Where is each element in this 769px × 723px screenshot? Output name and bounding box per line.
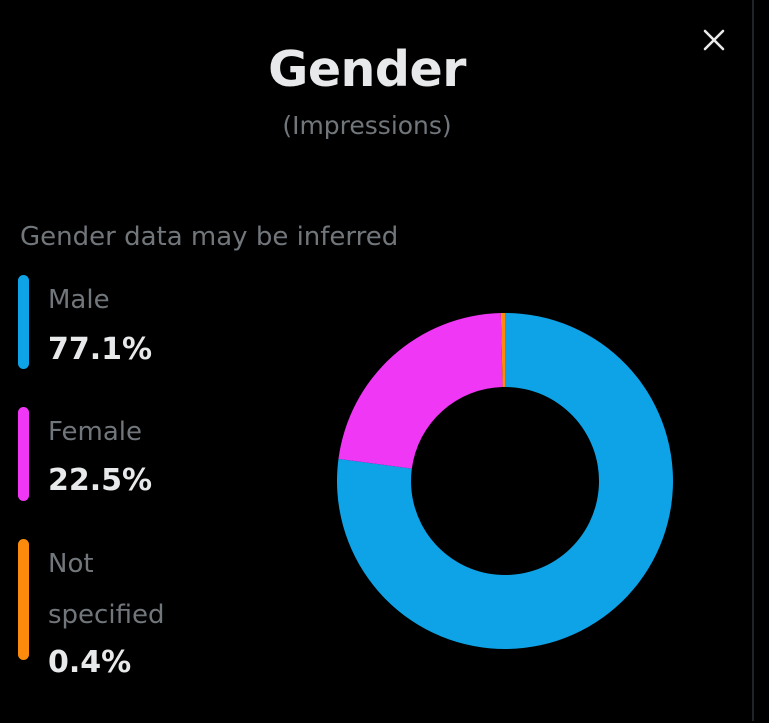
legend-value-not-specified: 0.4% — [48, 645, 132, 680]
donut-slice-not-specified[interactable] — [500, 313, 505, 388]
close-button[interactable] — [698, 24, 730, 56]
legend-value-female: 22.5% — [48, 463, 153, 498]
legend-label-female: Female — [48, 417, 143, 447]
dialog-title: Gender — [268, 41, 466, 98]
legend-swatch-male — [18, 275, 29, 369]
gender-donut-chart — [337, 313, 673, 649]
donut-slice-male[interactable] — [337, 313, 673, 649]
close-icon — [703, 29, 725, 51]
inferred-note: Gender data may be inferred — [20, 222, 399, 252]
legend-label-not-specified-line2: specified — [48, 600, 165, 630]
legend-label-not-specified-line1: Not — [48, 549, 94, 579]
legend-value-male: 77.1% — [48, 332, 153, 367]
legend-swatch-female — [18, 407, 29, 501]
donut-slice-female[interactable] — [338, 313, 503, 469]
legend-label-male: Male — [48, 285, 110, 315]
legend-swatch-not-specified — [18, 539, 29, 660]
dialog-subtitle: (Impressions) — [282, 111, 452, 140]
